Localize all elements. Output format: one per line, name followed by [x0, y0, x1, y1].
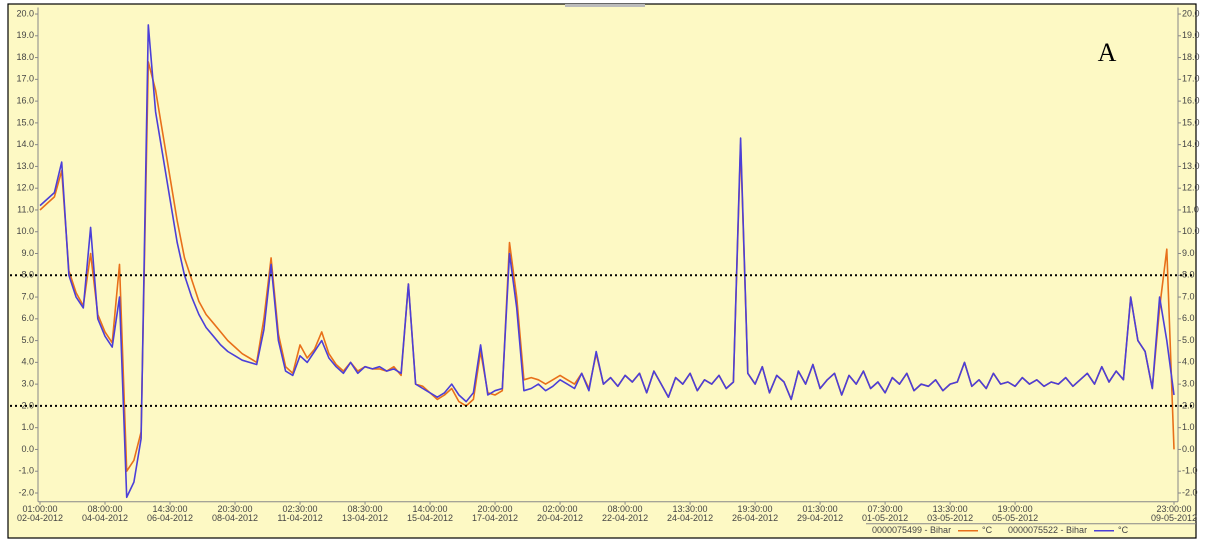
y-tick-label: 9.0	[21, 248, 34, 258]
x-tick-label: 20:00:00	[478, 504, 513, 514]
x-date-label: 04-04-2012	[82, 513, 128, 523]
y-tick-label: 13.0	[16, 161, 34, 171]
x-tick-label: 01:30:00	[803, 504, 838, 514]
x-date-label: 17-04-2012	[472, 513, 518, 523]
x-tick-label: 08:00:00	[608, 504, 643, 514]
x-tick-label: 02:30:00	[283, 504, 318, 514]
y-tick-label: 16.0	[16, 95, 34, 105]
y2-tick-label: 19.0	[1182, 30, 1200, 40]
y-tick-label: -2.0	[18, 487, 34, 497]
y2-tick-label: 4.0	[1182, 357, 1195, 367]
x-tick-label: 13:30:00	[673, 504, 708, 514]
y2-tick-label: 8.0	[1182, 270, 1195, 280]
y-tick-label: 12.0	[16, 183, 34, 193]
x-date-label: 02-04-2012	[17, 513, 63, 523]
y2-tick-label: -1.0	[1182, 466, 1198, 476]
y2-tick-label: 14.0	[1182, 139, 1200, 149]
y2-tick-label: 15.0	[1182, 117, 1200, 127]
y-tick-label: 19.0	[16, 30, 34, 40]
x-date-label: 09-05-2012	[1151, 513, 1197, 523]
y-tick-label: 10.0	[16, 226, 34, 236]
y2-tick-label: 5.0	[1182, 335, 1195, 345]
x-tick-label: 02:00:00	[543, 504, 578, 514]
x-tick-label: 19:00:00	[998, 504, 1033, 514]
y2-tick-label: 6.0	[1182, 313, 1195, 323]
y-tick-label: 1.0	[21, 422, 34, 432]
y2-tick-label: 17.0	[1182, 74, 1200, 84]
x-tick-label: 13:30:00	[933, 504, 968, 514]
y-tick-label: 0.0	[21, 444, 34, 454]
y2-tick-label: 16.0	[1182, 95, 1200, 105]
legend-unit: °C	[982, 525, 993, 535]
x-date-label: 20-04-2012	[537, 513, 583, 523]
legend-unit: °C	[1118, 525, 1129, 535]
x-tick-label: 08:30:00	[348, 504, 383, 514]
x-date-label: 29-04-2012	[797, 513, 843, 523]
x-tick-label: 14:00:00	[413, 504, 448, 514]
x-date-label: 26-04-2012	[732, 513, 778, 523]
x-date-label: 13-04-2012	[342, 513, 388, 523]
y2-tick-label: 10.0	[1182, 226, 1200, 236]
y-tick-label: 6.0	[21, 313, 34, 323]
x-date-label: 06-04-2012	[147, 513, 193, 523]
x-date-label: 01-05-2012	[862, 513, 908, 523]
y2-tick-label: 11.0	[1182, 204, 1199, 214]
x-date-label: 15-04-2012	[407, 513, 453, 523]
legend-label: 0000075499 - Bihar	[872, 525, 951, 535]
y-tick-label: 5.0	[21, 335, 34, 345]
y2-tick-label: 9.0	[1182, 248, 1195, 258]
x-tick-label: 01:00:00	[22, 504, 57, 514]
series-line	[39, 24, 1175, 499]
y2-tick-label: 2.0	[1182, 400, 1195, 410]
x-tick-label: 23:00:00	[1156, 504, 1191, 514]
y-tick-label: 18.0	[16, 52, 34, 62]
y2-tick-label: 1.0	[1182, 422, 1195, 432]
y2-tick-label: 13.0	[1182, 161, 1200, 171]
x-tick-label: 08:00:00	[87, 504, 122, 514]
y2-tick-label: 7.0	[1182, 291, 1195, 301]
y2-tick-label: 18.0	[1182, 52, 1200, 62]
x-tick-label: 14:30:00	[152, 504, 187, 514]
x-date-label: 05-05-2012	[992, 513, 1038, 523]
top-tab	[565, 4, 645, 7]
y-tick-label: 20.0	[16, 8, 34, 18]
y-tick-label: 3.0	[21, 379, 34, 389]
x-tick-label: 20:30:00	[217, 504, 252, 514]
y-tick-label: 2.0	[21, 400, 34, 410]
y-tick-label: 8.0	[21, 270, 34, 280]
x-tick-label: 07:30:00	[868, 504, 903, 514]
x-date-label: 22-04-2012	[602, 513, 648, 523]
y-tick-label: 15.0	[16, 117, 34, 127]
y-tick-label: -1.0	[18, 466, 34, 476]
y-tick-label: 7.0	[21, 291, 34, 301]
y-tick-label: 11.0	[17, 204, 34, 214]
y2-tick-label: 3.0	[1182, 379, 1195, 389]
y-tick-label: 4.0	[21, 357, 34, 367]
x-date-label: 03-05-2012	[927, 513, 973, 523]
x-tick-label: 19:30:00	[738, 504, 773, 514]
y2-tick-label: 0.0	[1182, 444, 1195, 454]
y2-tick-label: 12.0	[1182, 183, 1200, 193]
y-tick-label: 17.0	[16, 74, 34, 84]
x-date-label: 24-04-2012	[667, 513, 713, 523]
y2-tick-label: -2.0	[1182, 487, 1198, 497]
chart-background	[7, 3, 1197, 539]
x-date-label: 08-04-2012	[212, 513, 258, 523]
y-tick-label: 14.0	[16, 139, 34, 149]
x-date-label: 11-04-2012	[277, 513, 322, 523]
y2-tick-label: 20.0	[1182, 8, 1200, 18]
annotation: A	[1098, 38, 1117, 67]
legend-label: 0000075522 - Bihar	[1008, 525, 1087, 535]
